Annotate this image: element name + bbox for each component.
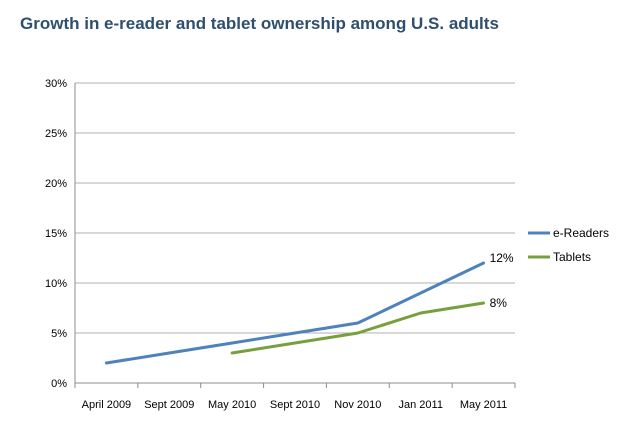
data-label-e-readers: 12% bbox=[490, 251, 514, 265]
series-line-tablets bbox=[230, 301, 486, 355]
x-tick-label: Sept 2009 bbox=[144, 399, 194, 411]
x-tick-label: May 2011 bbox=[460, 399, 508, 411]
legend-label: e-Readers bbox=[553, 226, 609, 240]
y-tick-label: 10% bbox=[45, 278, 67, 290]
data-label-tablets: 8% bbox=[490, 296, 508, 310]
x-tick-label: Sept 2010 bbox=[270, 399, 320, 411]
x-tick-label: Jan 2011 bbox=[398, 399, 442, 411]
y-tick-label: 15% bbox=[45, 228, 67, 240]
series-lines bbox=[104, 261, 486, 365]
legend: e-Readers Tablets bbox=[528, 226, 609, 264]
y-tick-label: 5% bbox=[51, 328, 67, 340]
gridlines bbox=[75, 82, 515, 384]
y-tick-label: 0% bbox=[51, 378, 67, 390]
x-axis: April 2009 Sept 2009 May 2010 Sept 2010 Nov … bbox=[74, 383, 516, 411]
y-tick-label: 25% bbox=[45, 128, 67, 140]
data-labels: 12% 8% bbox=[490, 251, 514, 310]
series-line-e-readers bbox=[104, 261, 486, 365]
y-tick-label: 20% bbox=[45, 178, 67, 190]
y-tick-label: 30% bbox=[45, 78, 67, 90]
x-tick-label: Nov 2010 bbox=[334, 399, 381, 411]
y-axis: 0% 5% 10% 15% 20% 25% 30% bbox=[45, 78, 76, 390]
x-tick-label: April 2009 bbox=[82, 399, 132, 411]
x-tick-label: May 2010 bbox=[208, 399, 256, 411]
legend-label: Tablets bbox=[553, 250, 591, 264]
chart-title: Growth in e-reader and tablet ownership … bbox=[20, 14, 499, 33]
